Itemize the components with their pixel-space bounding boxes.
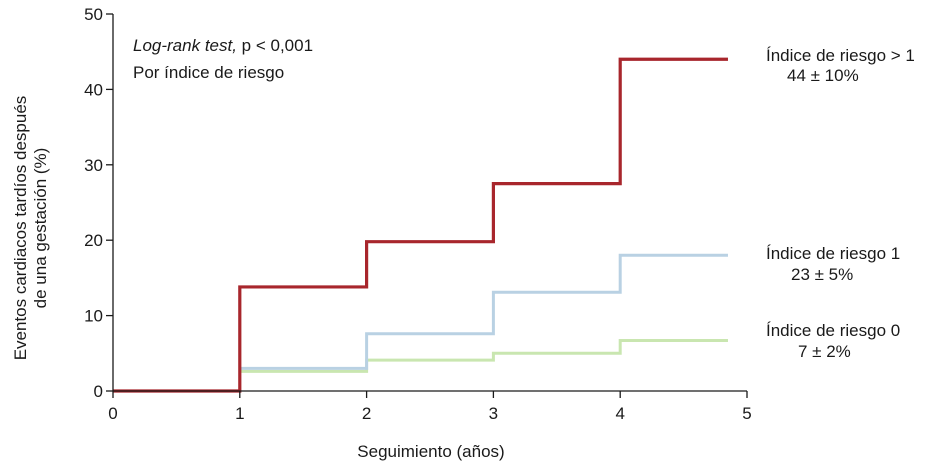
y-tick-label: 30: [84, 156, 103, 175]
series-label-risk-1: Índice de riesgo 1: [766, 244, 900, 263]
log-rank-test-name: Log-rank test,: [133, 36, 237, 55]
series-line-1: [239, 253, 728, 370]
series-value-risk-0: 7 ± 2%: [798, 342, 851, 361]
annotation-subtitle: Por índice de riesgo: [133, 63, 284, 82]
y-tick-label: 50: [84, 5, 103, 24]
y-tick-label: 40: [84, 80, 103, 99]
series-label-risk-0: Índice de riesgo 0: [766, 321, 900, 340]
x-tick-label: 3: [489, 404, 498, 423]
series-value-risk-1: 23 ± 5%: [791, 265, 853, 284]
y-tick-label: 10: [84, 307, 103, 326]
series-value-high-risk: 44 ± 10%: [787, 66, 859, 85]
series-labels: Índice de riesgo > 1 44 ± 10% Índice de …: [766, 46, 915, 361]
y-tick-label: 20: [84, 231, 103, 250]
series-label-high-risk: Índice de riesgo > 1: [766, 46, 915, 65]
series-line-2: [239, 338, 728, 373]
series-layer: [113, 57, 728, 393]
x-tick-label: 1: [235, 404, 244, 423]
series-line-0: [113, 57, 728, 393]
y-axis-title-line-1: Eventos cardiacos tardíos después: [11, 96, 30, 361]
log-rank-annotation: Log-rank test, p < 0,001: [133, 36, 313, 55]
x-tick-label: 5: [742, 404, 751, 423]
y-axis-title-line-2: de una gestación (%): [31, 148, 50, 309]
x-tick-label: 0: [108, 404, 117, 423]
y-tick-label: 0: [94, 382, 103, 401]
x-axis-title: Seguimiento (años): [357, 442, 504, 461]
x-tick-label: 2: [362, 404, 371, 423]
log-rank-p-value: p < 0,001: [237, 36, 313, 55]
x-tick-label: 4: [615, 404, 624, 423]
y-axis-title: Eventos cardiacos tardíos después de una…: [11, 96, 50, 361]
axes-layer: [112, 14, 747, 392]
